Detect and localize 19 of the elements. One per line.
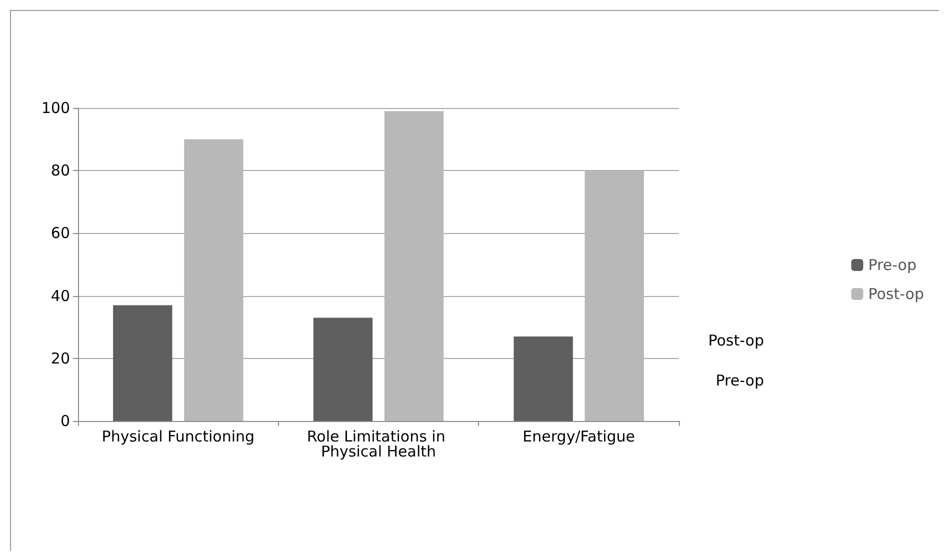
bar xyxy=(113,305,172,421)
bar xyxy=(584,170,644,421)
bar xyxy=(184,139,244,421)
bar xyxy=(514,336,573,421)
y-tick-label: 60 xyxy=(50,224,70,242)
x-tick-label: Physical Functioning xyxy=(102,428,255,446)
legend-label: Post-op xyxy=(868,285,924,303)
text: Pre-op xyxy=(716,372,764,390)
y-tick-label: 0 xyxy=(60,412,70,430)
bar xyxy=(313,318,373,421)
bar xyxy=(384,111,444,421)
y-tick-label: 100 xyxy=(41,99,70,117)
legend-label: Pre-op xyxy=(868,256,916,274)
text: Post-op xyxy=(708,332,764,350)
y-tick-label: 80 xyxy=(50,162,70,180)
y-tick-label: 20 xyxy=(50,349,70,368)
x-tick-label: Energy/Fatigue xyxy=(522,428,635,446)
y-tick-label: 40 xyxy=(50,286,70,305)
x-tick-label: Role Limitations in Physical Health xyxy=(306,428,450,460)
